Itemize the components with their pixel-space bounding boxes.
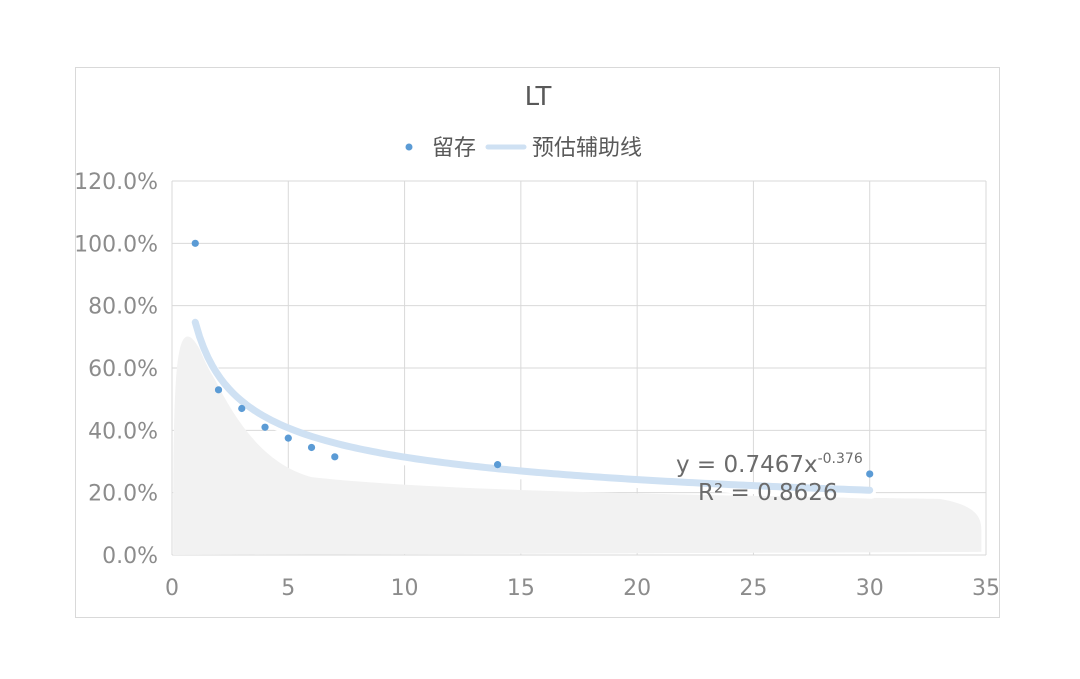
y-tick-label: 40.0% xyxy=(88,419,158,444)
trendline-equation: y = 0.7467x-0.376 R² = 0.8626 xyxy=(676,451,863,506)
data-point xyxy=(494,461,502,469)
data-point xyxy=(331,453,339,461)
x-tick-label: 15 xyxy=(507,576,535,601)
y-tick-label: 80.0% xyxy=(88,295,158,320)
data-point xyxy=(284,434,292,442)
data-point xyxy=(866,470,874,478)
data-point xyxy=(214,386,223,394)
r-squared-text: R² = 0.8626 xyxy=(698,480,838,506)
axis-labels: 0.0% 20.0% 40.0% 60.0% 80.0% 100.0% 120.0% 0 5 10… xyxy=(76,170,1000,601)
x-tick-label: 30 xyxy=(856,576,884,601)
data-point xyxy=(191,239,199,247)
trendline xyxy=(191,318,874,494)
chart-frame: 0.0% 20.0% 40.0% 60.0% 80.0% 100.0% 120.0% 0 5 10… xyxy=(75,67,1000,618)
x-tick-label: 25 xyxy=(739,576,767,601)
y-tick-label: 120.0% xyxy=(76,170,158,195)
x-tick-label: 20 xyxy=(623,576,651,601)
y-tick-label: 100.0% xyxy=(76,232,158,257)
legend-label-retention: 留存 xyxy=(432,136,476,161)
x-tick-label: 35 xyxy=(972,576,1000,601)
legend-marker-retention xyxy=(405,143,413,151)
data-point xyxy=(238,404,246,413)
shadow-area xyxy=(173,336,982,555)
data-points xyxy=(191,239,874,478)
data-point xyxy=(307,443,316,452)
y-tick-label: 0.0% xyxy=(102,544,158,569)
y-tick-label: 20.0% xyxy=(88,482,158,507)
legend-label-trendline: 预估辅助线 xyxy=(532,136,642,161)
x-tick-label: 10 xyxy=(391,576,419,601)
chart-svg: 0.0% 20.0% 40.0% 60.0% 80.0% 100.0% 120.0% 0 5 10… xyxy=(76,82,1000,601)
chart-title: LT xyxy=(525,82,552,112)
x-tick-label: 0 xyxy=(165,576,179,601)
x-tick-label: 5 xyxy=(281,576,295,601)
equation-exponent: -0.376 xyxy=(818,451,863,467)
equation-text: y = 0.7467x-0.376 xyxy=(676,451,863,478)
data-point xyxy=(261,423,269,431)
y-tick-label: 60.0% xyxy=(88,357,158,382)
legend: 留存 预估辅助线 xyxy=(405,136,642,161)
equation-base: y = 0.7467x xyxy=(676,452,818,478)
